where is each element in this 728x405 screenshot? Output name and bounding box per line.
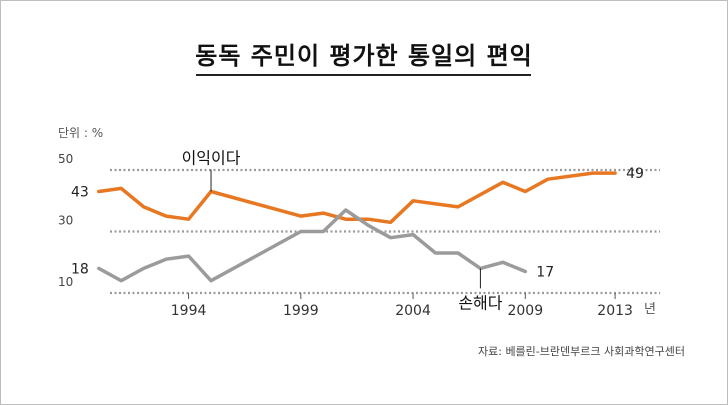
x-tick-label-1994: 1994 bbox=[171, 303, 207, 319]
grid-lines bbox=[110, 170, 660, 293]
start-value-label-1: 18 bbox=[71, 261, 89, 277]
x-tick-label-2009: 2009 bbox=[507, 303, 543, 319]
end-value-label-1: 17 bbox=[536, 264, 554, 280]
x-unit-label: 년 bbox=[644, 298, 656, 317]
annotation-label-1: 손해다 bbox=[458, 293, 502, 312]
start-value-label-0: 43 bbox=[71, 185, 89, 201]
x-tick-label-1999: 1999 bbox=[283, 303, 319, 319]
y-tick-label-30: 30 bbox=[58, 214, 73, 228]
series-line-0 bbox=[99, 173, 615, 222]
x-tick-label-2013: 2013 bbox=[597, 303, 633, 319]
end-value-label-0: 49 bbox=[626, 166, 644, 182]
annotation-label-0: 이익이다 bbox=[182, 149, 241, 168]
x-tick-labels: 1994 1999 2004 2009 2013 bbox=[171, 293, 633, 319]
x-tick-label-2004: 2004 bbox=[395, 303, 431, 319]
source-note: 자료: 베를린-브란덴부르크 사회과학연구센터 bbox=[478, 343, 685, 359]
y-tick-label-50: 50 bbox=[58, 152, 73, 166]
series-line-1 bbox=[99, 210, 526, 281]
